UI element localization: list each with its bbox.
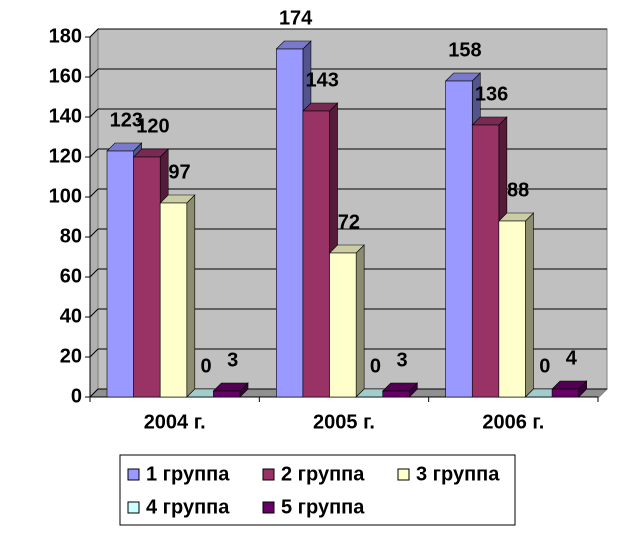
grid-line-side	[89, 268, 99, 278]
value-label: 0	[370, 355, 381, 377]
legend-swatch	[262, 468, 275, 481]
y-tick-label: 0	[71, 385, 82, 407]
value-label: 97	[168, 161, 190, 183]
bar-side	[186, 194, 196, 398]
bar	[213, 390, 241, 398]
bar	[302, 110, 330, 398]
bar	[382, 390, 410, 398]
legend-label: 2 группа	[281, 463, 365, 485]
bar	[551, 388, 579, 398]
x-tick-label: 2004 г.	[144, 411, 206, 433]
side-wall	[89, 27, 99, 399]
y-tick-label: 20	[60, 345, 82, 367]
grid-line-side	[89, 228, 99, 238]
y-tick-label: 160	[49, 65, 82, 87]
bar	[159, 202, 188, 398]
grid-line-side	[89, 388, 99, 398]
legend	[119, 454, 516, 526]
bar-side	[525, 212, 534, 398]
legend-label: 4 группа	[146, 496, 230, 518]
bar	[471, 124, 500, 398]
legend-swatch	[397, 468, 410, 481]
grid-line-side	[89, 68, 99, 78]
value-label: 3	[227, 349, 238, 371]
value-label: 120	[136, 115, 169, 137]
y-tick-label: 140	[49, 105, 82, 127]
y-tick-label: 40	[60, 305, 82, 327]
value-label: 158	[448, 39, 481, 61]
y-tick-label: 100	[49, 185, 82, 207]
legend-label: 5 группа	[281, 496, 365, 518]
legend-label: 1 группа	[146, 463, 230, 485]
value-label: 174	[279, 7, 313, 29]
grid-line-side	[89, 308, 99, 318]
grid-line-side	[89, 108, 99, 118]
x-tick-label: 2005 г.	[313, 411, 375, 433]
grid-line-side	[89, 348, 99, 358]
y-tick-label: 120	[49, 145, 82, 167]
legend-swatch	[127, 501, 140, 514]
bar	[498, 220, 526, 398]
legend-swatch	[262, 501, 275, 514]
value-label: 143	[306, 69, 339, 91]
y-tick-label: 180	[49, 25, 82, 47]
y-tick-label: 60	[60, 265, 82, 287]
bar	[106, 150, 134, 398]
x-tick-label: 2006 г.	[482, 411, 544, 433]
value-label: 4	[566, 347, 578, 369]
value-label: 88	[507, 179, 529, 201]
grid-line-side	[89, 28, 99, 38]
bar	[329, 252, 357, 398]
value-label: 123	[110, 109, 143, 131]
grid-line-side	[89, 148, 99, 158]
legend-label: 3 группа	[416, 463, 500, 485]
legend-swatch	[127, 468, 140, 481]
value-label: 0	[539, 355, 550, 377]
value-label: 72	[338, 211, 360, 233]
value-label: 3	[396, 349, 407, 371]
grid-line-side	[89, 188, 99, 198]
bar	[133, 156, 161, 398]
value-label: 136	[475, 83, 508, 105]
value-label: 0	[201, 355, 212, 377]
bar-side	[355, 244, 365, 398]
y-tick-label: 80	[60, 225, 82, 247]
bar	[276, 48, 304, 398]
bar	[445, 80, 473, 398]
